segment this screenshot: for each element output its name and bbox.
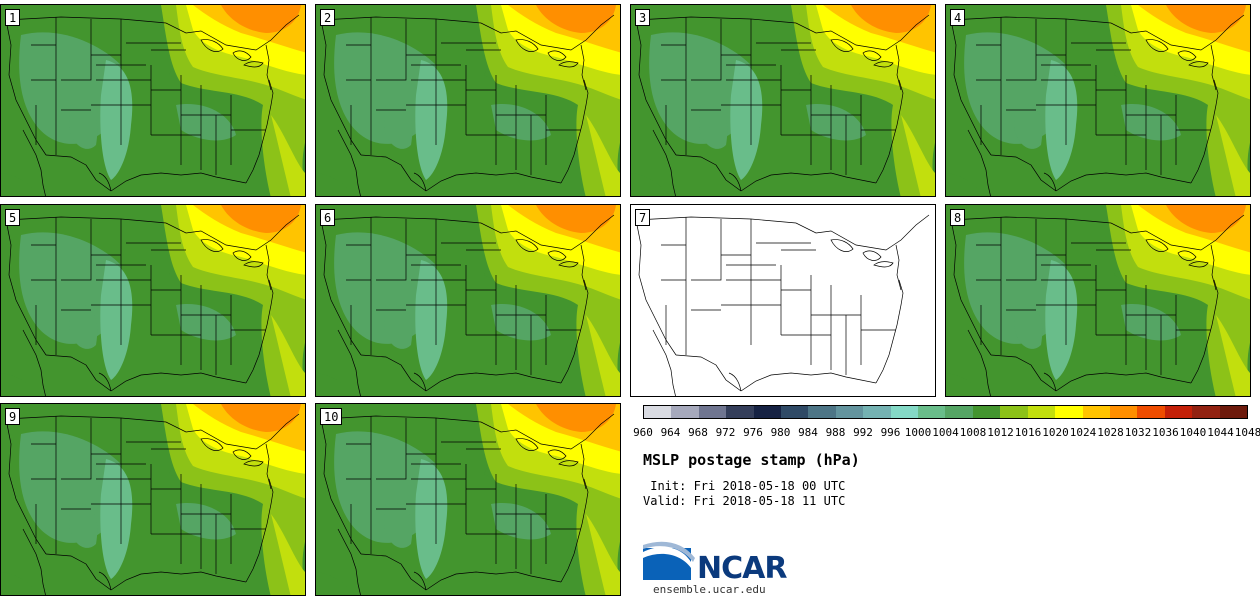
- colorbar-tick: 980: [770, 426, 791, 439]
- colorbar-tick: 984: [798, 426, 818, 439]
- colorbar-swatch: [945, 406, 973, 418]
- colorbar-tick: 996: [880, 426, 901, 439]
- colorbar-tick: 1036: [1152, 426, 1179, 439]
- colorbar-swatch: [918, 406, 946, 418]
- site-url: ensemble.ucar.edu: [653, 583, 766, 596]
- mslp-map-5: [1, 205, 306, 397]
- colorbar-tick: 1028: [1097, 426, 1124, 439]
- colorbar-swatch: [1109, 406, 1138, 418]
- ensemble-panel-3: 3: [630, 4, 936, 197]
- colorbar-tick: 1008: [959, 426, 987, 439]
- mslp-map-2: [316, 5, 621, 197]
- ensemble-panel-9: 9: [0, 403, 306, 596]
- mslp-map-10: [316, 404, 621, 596]
- colorbar-swatch: [1055, 406, 1083, 418]
- member-label: 2: [320, 9, 336, 26]
- colorbar-tick: 972: [715, 426, 736, 439]
- colorbar-tick: 964: [660, 426, 681, 439]
- member-label: 9: [5, 408, 21, 425]
- colorbar-swatch: [698, 406, 727, 418]
- ensemble-panel-8: 8: [945, 204, 1251, 397]
- ncar-logo-text: NCAR: [697, 551, 787, 586]
- colorbar-tick: 1024: [1069, 426, 1097, 439]
- pressure-colorbar: [643, 405, 1248, 419]
- colorbar-tick: 960: [633, 426, 653, 439]
- colorbar-tick: 968: [688, 426, 708, 439]
- colorbar-swatch: [1000, 406, 1028, 418]
- ensemble-panel-10: 10: [315, 403, 621, 596]
- member-label: 1: [5, 9, 21, 26]
- member-label: 10: [320, 408, 343, 425]
- colorbar-swatch: [863, 406, 891, 418]
- colorbar-tick: 1048: [1234, 426, 1260, 439]
- mslp-map-3: [631, 5, 936, 197]
- colorbar-swatch: [1219, 406, 1247, 418]
- colorbar-swatch: [972, 406, 1001, 418]
- member-label: 8: [950, 209, 966, 226]
- member-label: 5: [5, 209, 21, 226]
- colorbar-tick: 1020: [1042, 426, 1069, 439]
- member-label: 6: [320, 209, 336, 226]
- mslp-map-8: [946, 205, 1251, 397]
- colorbar-swatch: [1082, 406, 1110, 418]
- colorbar-tick: 1040: [1179, 426, 1207, 439]
- ensemble-panel-4: 4: [945, 4, 1251, 197]
- colorbar-swatch: [726, 406, 754, 418]
- valid-time: Valid: Fri 2018-05-18 11 UTC: [643, 494, 846, 508]
- colorbar-tick: 1004: [932, 426, 959, 439]
- ensemble-panel-2: 2: [315, 4, 621, 197]
- colorbar-swatch: [644, 406, 672, 418]
- mslp-map-9: [1, 404, 306, 596]
- colorbar-swatch: [1137, 406, 1165, 418]
- member-label: 4: [950, 9, 966, 26]
- colorbar-swatch: [835, 406, 864, 418]
- ncar-logo-icon: [643, 541, 695, 580]
- init-time: Init: Fri 2018-05-18 00 UTC: [643, 479, 846, 493]
- colorbar-tick: 992: [853, 426, 873, 439]
- ensemble-panel-6: 6: [315, 204, 621, 397]
- colorbar-tick: 976: [743, 426, 763, 439]
- colorbar-tick: 1032: [1124, 426, 1152, 439]
- colorbar-swatch: [808, 406, 836, 418]
- colorbar-swatch: [781, 406, 809, 418]
- mslp-map-6: [316, 205, 621, 397]
- colorbar-tick: 1016: [1014, 426, 1042, 439]
- mslp-map-1: [1, 5, 306, 197]
- colorbar-swatch: [1027, 406, 1056, 418]
- ensemble-panel-5: 5: [0, 204, 306, 397]
- mslp-map-7-empty: [631, 205, 935, 396]
- colorbar-tick: 1000: [904, 426, 932, 439]
- colorbar-swatch: [1192, 406, 1220, 418]
- colorbar-swatch: [753, 406, 782, 418]
- colorbar-swatch: [890, 406, 919, 418]
- ensemble-panel-7: 7: [630, 204, 936, 397]
- colorbar-swatch: [671, 406, 699, 418]
- member-label: 3: [635, 9, 651, 26]
- colorbar-tick: 1044: [1207, 426, 1234, 439]
- ensemble-panel-1: 1: [0, 4, 306, 197]
- colorbar-tick: 988: [825, 426, 846, 439]
- member-label: 7: [635, 209, 651, 226]
- colorbar-tick: 1012: [987, 426, 1014, 439]
- colorbar-tick-labels: 960 964 968 972 976 980 984 988 992 996 1000 1004 10…: [633, 426, 1260, 440]
- colorbar-swatch: [1164, 406, 1193, 418]
- mslp-map-4: [946, 5, 1251, 197]
- chart-title: MSLP postage stamp (hPa): [643, 451, 860, 469]
